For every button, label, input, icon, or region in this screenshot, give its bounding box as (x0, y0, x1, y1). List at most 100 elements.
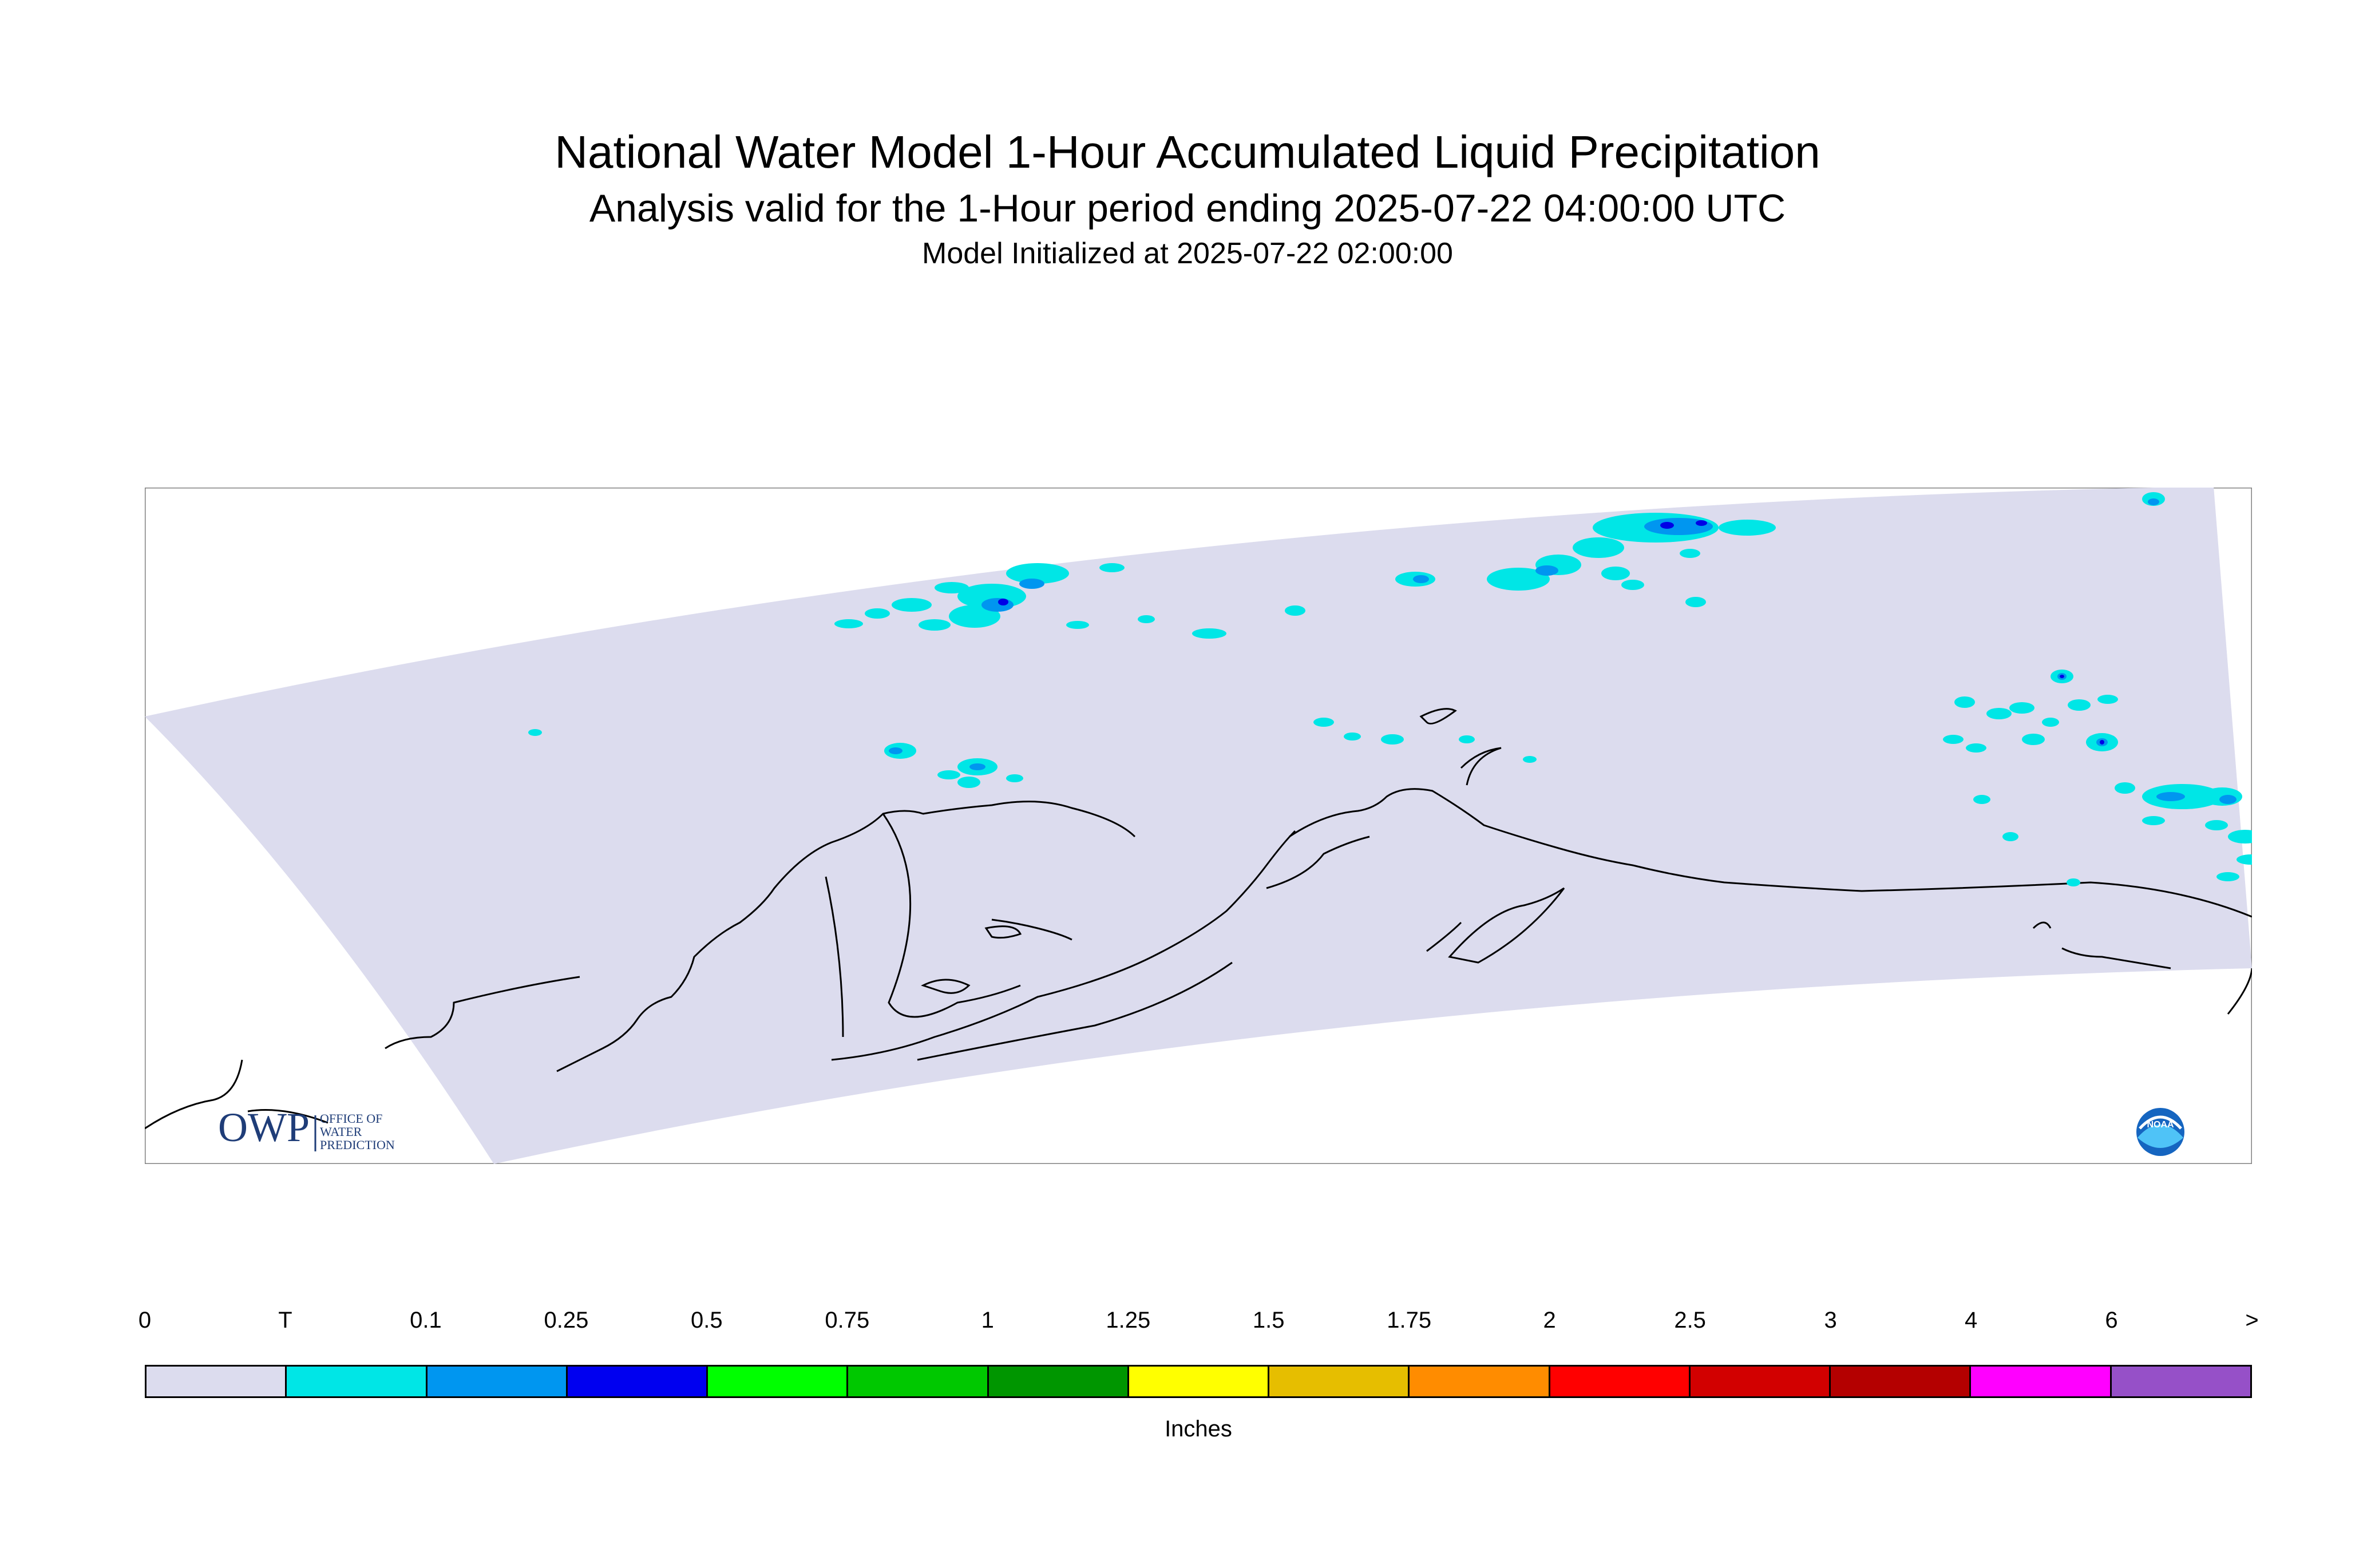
precip-cell (1192, 628, 1226, 639)
legend-swatch (1690, 1367, 1831, 1396)
legend-tick-label: 2 (1543, 1308, 1556, 1333)
precip-cell (1966, 743, 1986, 753)
precip-cell (1680, 549, 1700, 558)
precipitation-map: OWP OFFICE OF WATER PREDICTION NOAA (145, 488, 2252, 1164)
precip-cell (1006, 563, 1069, 584)
legend-swatch (1410, 1367, 1550, 1396)
legend-swatch (988, 1367, 1129, 1396)
precip-cell (1413, 575, 1429, 583)
owp-logo-text-3: PREDICTION (320, 1138, 395, 1152)
color-legend: 0 T 0.1 0.25 0.5 0.75 1 1.25 1.5 1.75 2 2.5 3 4 6 > Inc… (138, 1308, 2259, 1451)
precip-cell (528, 729, 542, 736)
legend-swatch (287, 1367, 428, 1396)
model-domain (145, 488, 2252, 1164)
legend-tick-label: 1.75 (1387, 1308, 1432, 1333)
precip-cell (2115, 782, 2135, 794)
legend-swatch (427, 1367, 568, 1396)
precip-cell (957, 777, 980, 788)
precip-cell (1986, 708, 2012, 719)
precip-cell (2042, 718, 2059, 727)
precip-cell (2068, 699, 2091, 711)
legend-swatch (567, 1367, 708, 1396)
precip-cell (1696, 520, 1707, 526)
precip-cell (1459, 735, 1475, 743)
legend-tick-label: 2.5 (1674, 1308, 1706, 1333)
precip-cell (1487, 568, 1550, 591)
precip-cell (2022, 734, 2045, 745)
precip-cell (1943, 735, 1964, 744)
precip-cell (1719, 520, 1776, 536)
legend-swatch (1269, 1367, 1410, 1396)
legend-tick-label: 6 (2105, 1308, 2118, 1333)
precip-cell (2009, 702, 2034, 714)
precip-cell (998, 599, 1008, 605)
legend-swatch (708, 1367, 849, 1396)
precip-cell (892, 598, 932, 612)
owp-logo-text-1: OFFICE OF (320, 1111, 382, 1126)
precip-cell (2219, 795, 2237, 804)
legend-swatch (147, 1367, 287, 1396)
precip-cell (1019, 579, 1044, 589)
noaa-logo-text: NOAA (2147, 1120, 2174, 1130)
precip-cell (1601, 567, 1630, 580)
precip-cell (2205, 820, 2228, 830)
legend-tick-label: 1.5 (1252, 1308, 1285, 1333)
legend-tick-label: 0.5 (691, 1308, 723, 1333)
precip-cell (1973, 795, 1990, 804)
legend-tick-label: 0.75 (825, 1308, 870, 1333)
precip-cell (834, 619, 863, 628)
precip-cell (919, 619, 951, 631)
precip-cell (865, 608, 890, 619)
legend-tick-label: 1 (981, 1308, 994, 1333)
precip-cell (1644, 518, 1713, 535)
precip-cell (937, 770, 960, 779)
owp-logo: OWP OFFICE OF WATER PREDICTION (218, 1104, 395, 1152)
precip-cell (1344, 732, 1361, 741)
precip-cell (2060, 675, 2064, 678)
legend-colorbar (145, 1365, 2252, 1398)
precip-cell (1535, 565, 1558, 576)
owp-logo-text-2: WATER (320, 1124, 362, 1139)
precip-cell (935, 582, 969, 593)
legend-swatch (848, 1367, 989, 1396)
precip-cell (2216, 872, 2239, 881)
legend-swatch (1550, 1367, 1691, 1396)
precip-cell (1313, 718, 1334, 727)
legend-swatch (1129, 1367, 1270, 1396)
legend-swatch (1971, 1367, 2112, 1396)
precip-cell (2067, 878, 2080, 886)
legend-swatch (2111, 1367, 2250, 1396)
precipitation-cells (528, 492, 2252, 886)
precip-cell (2097, 695, 2118, 704)
noaa-logo-bird (2139, 1115, 2182, 1130)
precip-cell (1138, 615, 1155, 623)
precip-cell (1381, 734, 1404, 745)
coastline (145, 708, 2252, 1130)
legend-tick-label: > (2245, 1308, 2259, 1333)
legend-tick-label: 1.25 (1106, 1308, 1151, 1333)
legend-tick-label: 0.1 (410, 1308, 442, 1333)
precip-cell (2156, 792, 2185, 801)
precip-cell (1954, 696, 1975, 708)
precip-cell (1573, 537, 1624, 558)
owp-logo-mark: OWP (218, 1104, 310, 1150)
precip-cell (2002, 832, 2018, 841)
legend-tick-label: 0.25 (544, 1308, 589, 1333)
legend-tick-label: 0 (138, 1308, 152, 1333)
chart-title: National Water Model 1-Hour Accumulated … (555, 126, 1820, 177)
precip-cell (2237, 854, 2252, 865)
precip-cell (2142, 816, 2165, 825)
precip-cell (1685, 597, 1706, 607)
precip-cell (981, 598, 1014, 612)
precip-cell (1066, 621, 1089, 629)
precip-cell (1285, 605, 1305, 616)
legend-tick-label: T (278, 1308, 292, 1333)
noaa-logo-wave (2138, 1124, 2183, 1148)
precip-cell (1006, 774, 1023, 782)
precip-cell (1621, 580, 1644, 590)
legend-tick-label: 3 (1824, 1308, 1837, 1333)
model-init-line: Model Initialized at 2025-07-22 02:00:00 (922, 237, 1453, 270)
precip-cell (2100, 740, 2104, 745)
legend-units: Inches (1165, 1416, 1232, 1442)
precip-cell (1660, 522, 1674, 529)
